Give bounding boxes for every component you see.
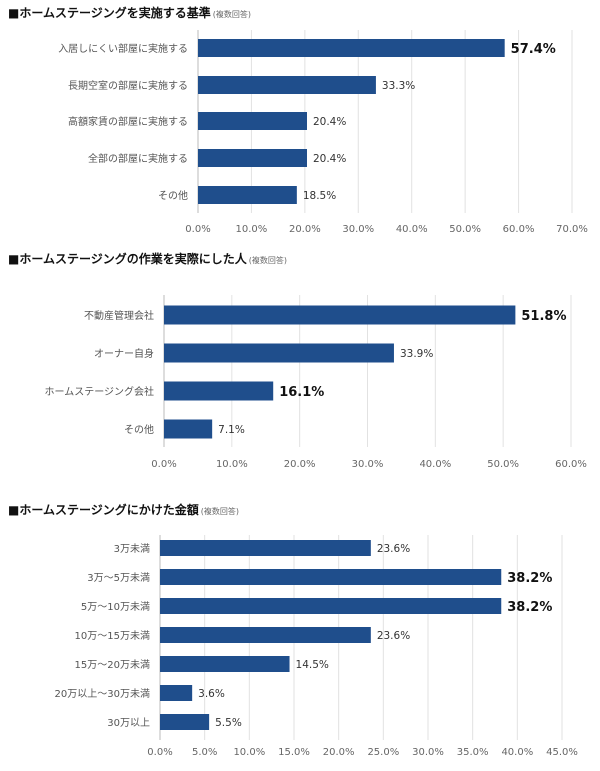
bar (164, 305, 516, 325)
x-tick-label: 45.0% (546, 747, 578, 758)
category-label: 高額家賃の部屋に実施する (68, 115, 188, 128)
category-label: 入居しにくい部屋に実施する (58, 42, 188, 55)
bar (160, 627, 371, 643)
x-tick-label: 10.0% (216, 459, 248, 470)
x-tick-label: 20.0% (323, 747, 355, 758)
x-tick-label: 60.0% (503, 224, 535, 235)
chart-subtitle: (複数回答) (201, 506, 239, 516)
category-label: 10万～15万未満 (75, 630, 150, 642)
x-tick-label: 50.0% (487, 459, 519, 470)
chart-3: ■ホームステージングにかけた金額 (複数回答) 0.0% 5.0% 10.0% 15.0%… (8, 502, 578, 758)
x-tick-label: 30.0% (342, 224, 374, 235)
data-label: 38.2% (507, 600, 552, 615)
x-tick-label: 20.0% (284, 459, 316, 470)
chart-title-text: ■ホームステージングにかけた金額 (8, 502, 199, 517)
x-tick-label: 40.0% (501, 747, 533, 758)
data-label: 57.4% (511, 42, 556, 57)
bar (160, 685, 193, 701)
bar (160, 569, 502, 585)
x-tick-label: 50.0% (449, 224, 481, 235)
bar (164, 419, 213, 439)
category-label: 全部の部屋に実施する (88, 152, 188, 165)
chart-title: ■ホームステージングにかけた金額 (複数回答) (8, 502, 239, 517)
data-label: 33.9% (400, 348, 433, 360)
chart-title: ■ホームステージングを実施する基準 (複数回答) (8, 5, 251, 20)
chart-title-text: ■ホームステージングの作業を実際にした人 (8, 251, 248, 266)
x-tick-label: 70.0% (556, 224, 588, 235)
x-tick-label: 10.0% (233, 747, 265, 758)
data-label: 20.4% (313, 116, 346, 128)
category-label: 5万～10万未満 (81, 601, 150, 613)
chart-1: ■ホームステージングを実施する基準 (複数回答) 0.0% 10.0% 20.0% 30.… (8, 5, 588, 235)
data-label: 7.1% (218, 424, 245, 436)
category-label: ホームステージング会社 (45, 385, 155, 398)
x-tick-label: 30.0% (352, 459, 384, 470)
category-label: 30万以上 (107, 717, 150, 729)
data-label: 38.2% (507, 571, 552, 586)
bar (160, 598, 502, 614)
chart-2: ■ホームステージングの作業を実際にした人 (複数回答) 0.0% 10.0% 20.0%… (8, 251, 587, 470)
bar (198, 76, 376, 94)
bar (160, 656, 290, 672)
data-label: 33.3% (382, 80, 415, 92)
x-tick-label: 0.0% (185, 224, 210, 235)
x-tick-label: 35.0% (457, 747, 489, 758)
bar (198, 112, 307, 130)
category-label: オーナー自身 (94, 347, 154, 360)
x-tick-label: 15.0% (278, 747, 310, 758)
bar (198, 149, 307, 167)
bar (164, 343, 394, 363)
data-label: 23.6% (377, 630, 410, 642)
data-label: 3.6% (198, 688, 225, 700)
chart-title: ■ホームステージングの作業を実際にした人 (複数回答) (8, 251, 287, 266)
category-label: 15万～20万未満 (75, 659, 150, 671)
data-label: 5.5% (215, 717, 242, 729)
category-label: 20万以上～30万未満 (55, 688, 150, 700)
x-tick-label: 20.0% (289, 224, 321, 235)
data-label: 16.1% (279, 385, 324, 400)
x-tick-label: 0.0% (147, 747, 172, 758)
data-label: 23.6% (377, 543, 410, 555)
data-label: 20.4% (313, 153, 346, 165)
x-tick-label: 25.0% (367, 747, 399, 758)
bar (160, 714, 210, 730)
x-tick-label: 30.0% (412, 747, 444, 758)
x-tick-label: 0.0% (151, 459, 176, 470)
data-label: 14.5% (296, 659, 329, 671)
category-label: その他 (158, 189, 188, 202)
bar (198, 39, 505, 57)
x-tick-label: 40.0% (396, 224, 428, 235)
chart-subtitle: (複数回答) (249, 255, 287, 265)
data-label: 51.8% (521, 309, 566, 324)
bar (164, 381, 274, 401)
chart-title-text: ■ホームステージングを実施する基準 (8, 5, 211, 20)
data-label: 18.5% (303, 190, 336, 202)
category-label: 3万未満 (114, 543, 150, 555)
x-tick-label: 60.0% (555, 459, 587, 470)
category-label: 3万～5万未満 (87, 572, 150, 584)
category-label: その他 (124, 423, 154, 436)
category-label: 長期空室の部屋に実施する (68, 79, 188, 92)
x-tick-label: 5.0% (192, 747, 217, 758)
category-label: 不動産管理会社 (84, 309, 154, 322)
bar (160, 540, 371, 556)
bar (198, 186, 297, 204)
x-tick-label: 40.0% (419, 459, 451, 470)
x-tick-label: 10.0% (236, 224, 268, 235)
chart-subtitle: (複数回答) (213, 9, 251, 19)
